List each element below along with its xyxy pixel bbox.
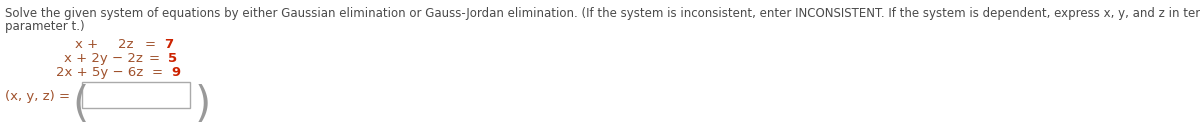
Text: x + 2y − 2z: x + 2y − 2z <box>64 52 143 65</box>
Text: (x, y, z) =: (x, y, z) = <box>5 90 70 103</box>
Text: x +: x + <box>74 38 98 51</box>
Text: ): ) <box>194 84 211 126</box>
Text: (: ( <box>72 84 89 126</box>
Text: =: = <box>145 38 156 51</box>
Text: 2x + 5y − 6z: 2x + 5y − 6z <box>56 66 143 79</box>
Text: Solve the given system of equations by either Gaussian elimination or Gauss-Jord: Solve the given system of equations by e… <box>5 7 1200 20</box>
Text: =: = <box>149 52 160 65</box>
Text: 2z: 2z <box>118 38 133 51</box>
FancyBboxPatch shape <box>82 82 190 108</box>
Text: =: = <box>152 66 163 79</box>
Text: 9: 9 <box>172 66 180 79</box>
Text: 5: 5 <box>168 52 178 65</box>
Text: 7: 7 <box>164 38 173 51</box>
Text: parameter t.): parameter t.) <box>5 20 85 33</box>
